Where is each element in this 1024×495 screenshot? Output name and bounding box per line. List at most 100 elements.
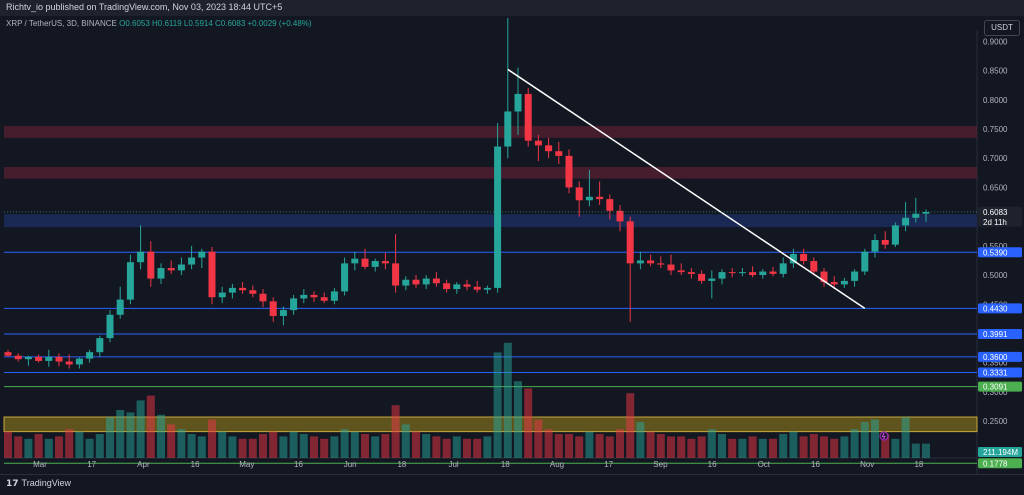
volume-bar <box>565 434 573 458</box>
currency-button[interactable]: USDT <box>984 20 1020 36</box>
volume-bar <box>483 436 492 458</box>
candle-body <box>351 258 359 264</box>
x-tick-label: Jul <box>448 460 458 469</box>
price-tag-value: 0.4430 <box>983 304 1008 313</box>
candle-body <box>902 217 910 226</box>
volume-bar <box>106 417 114 458</box>
x-tick-label: 17 <box>87 460 96 469</box>
volume-bar <box>136 400 145 458</box>
price-tag-value: 0.3331 <box>983 369 1008 378</box>
candle-body <box>738 272 746 274</box>
volume-bar <box>922 443 930 458</box>
candle-body <box>922 211 930 214</box>
x-tick-label: Nov <box>860 460 874 469</box>
price-tag-bg <box>978 247 1022 258</box>
price-tag-value: 0.1778 <box>983 459 1008 468</box>
volume-bar <box>238 438 247 458</box>
x-tick-label: 18 <box>397 460 406 469</box>
price-tag: 0.3600 <box>978 351 1022 362</box>
price-tag: 0.3991 <box>978 328 1022 339</box>
volume-bar <box>616 429 624 458</box>
x-tick-label: Aug <box>550 460 564 469</box>
y-tick-label: 0.9000 <box>983 37 1008 46</box>
candle-body <box>830 282 838 285</box>
tradingview-logo[interactable]: 17 TradingView <box>6 478 71 489</box>
y-tick-label: 0.3000 <box>983 388 1008 397</box>
price-tag: 0.4430 <box>978 303 1022 314</box>
candle-body <box>167 268 175 271</box>
candle-body <box>177 264 185 271</box>
event-marker-icon[interactable] <box>879 431 889 441</box>
candle-body <box>300 294 308 299</box>
volume-bar <box>167 424 176 458</box>
volume-bar <box>228 436 237 458</box>
symbol-name: XRP / TetherUS, 3D, BINANCE <box>6 19 117 28</box>
candle-body <box>147 251 155 279</box>
volume-bar <box>259 434 267 458</box>
candle-body <box>239 287 247 291</box>
candle-body <box>412 279 420 285</box>
price-tag: 0.3091 <box>978 381 1022 392</box>
candle-body <box>861 251 869 272</box>
ohlc-values: O0.6053 H0.6119 L0.5914 C0.6083 +0.0029 … <box>119 19 312 28</box>
candle-body <box>188 257 196 265</box>
candle-body <box>881 240 889 245</box>
candle-body <box>443 283 451 290</box>
volume-bar <box>636 422 645 458</box>
candle-body <box>432 278 440 284</box>
candle-body <box>494 146 502 288</box>
candle-body <box>840 280 848 285</box>
volume-bar <box>830 438 839 458</box>
candle-body <box>341 263 349 292</box>
candle-body <box>820 271 828 283</box>
x-tick-label: Apr <box>137 460 150 469</box>
volume-bar <box>769 438 777 458</box>
candle-body <box>616 210 624 222</box>
price-tag-bg <box>978 381 1022 392</box>
candle-body <box>402 279 410 286</box>
volume-bar <box>677 436 686 458</box>
candle-body <box>769 271 777 274</box>
candle-body <box>596 196 604 200</box>
candle-body <box>647 260 655 264</box>
candle-body <box>330 291 338 301</box>
volume-bar <box>534 419 543 458</box>
volume-bar <box>330 436 339 458</box>
candle-body <box>65 361 73 365</box>
candle-body <box>371 261 379 267</box>
volume-bar <box>860 422 869 458</box>
candle-body <box>473 286 481 290</box>
volume-bar <box>626 393 635 458</box>
volume-bar <box>503 342 512 458</box>
y-tick-label: 0.5000 <box>983 271 1008 280</box>
volume-bar <box>269 431 278 458</box>
price-tag-value: 0.6083 <box>983 208 1008 217</box>
candle-body <box>381 261 389 264</box>
volume-bar <box>707 429 716 458</box>
volume-bar <box>371 436 380 458</box>
volume-bar <box>585 431 594 458</box>
volume-bar <box>748 436 757 458</box>
candle-body <box>575 187 583 201</box>
tradingview-logo-mark: 17 <box>6 479 19 489</box>
candle-body <box>35 356 43 361</box>
candle-body <box>789 254 797 264</box>
candle-body <box>483 287 491 290</box>
volume-zone <box>3 416 978 433</box>
volume-bar <box>901 417 910 458</box>
price-tag: 0.1778 <box>978 458 1022 469</box>
candle-body <box>851 271 859 281</box>
volume-bar <box>340 429 349 458</box>
volume-bar <box>595 434 604 458</box>
volume-bar <box>442 438 451 458</box>
volume-bar <box>473 438 482 458</box>
support-zone <box>4 214 977 228</box>
volume-bar <box>840 436 849 458</box>
volume-bar <box>412 431 420 458</box>
candle-body <box>269 301 277 316</box>
candle-body <box>545 145 553 152</box>
lightning-icon[interactable] <box>881 432 886 440</box>
candle-body <box>718 272 726 279</box>
